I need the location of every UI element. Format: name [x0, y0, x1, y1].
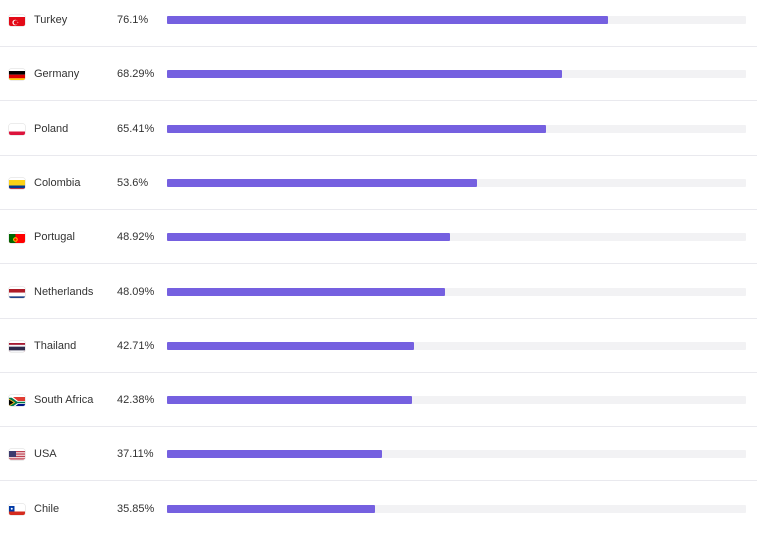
germany-flag-icon: [9, 69, 25, 80]
country-label: Turkey: [34, 14, 68, 26]
bar-netherlands: [167, 288, 446, 296]
bar-colombia: [167, 179, 478, 187]
bar-germany: [167, 70, 563, 78]
bar-turkey: [167, 16, 608, 24]
bar-track: [167, 396, 746, 404]
usa-flag-icon: [9, 449, 25, 460]
country-row-portugal: Portugal 48.92%: [0, 210, 757, 264]
bar-track: [167, 179, 746, 187]
country-row-south-africa: South Africa 42.38%: [0, 373, 757, 427]
country-row-colombia: Colombia 53.6%: [0, 156, 757, 210]
bar-south-africa: [167, 396, 413, 404]
country-label: Colombia: [34, 177, 81, 189]
bar-chile: [167, 505, 375, 513]
country-row-thailand: Thailand 42.71%: [0, 319, 757, 373]
country-row-germany: Germany 68.29%: [0, 47, 757, 101]
value-label: 42.71%: [117, 340, 155, 352]
country-row-turkey: Turkey 76.1%: [0, 0, 757, 47]
south-africa-flag-icon: [9, 395, 25, 406]
bar-track: [167, 16, 746, 24]
chile-flag-icon: [9, 504, 25, 515]
bar-portugal: [167, 233, 451, 241]
value-label: 65.41%: [117, 123, 155, 135]
bar-poland: [167, 125, 546, 133]
country-row-netherlands: Netherlands 48.09%: [0, 265, 757, 319]
bar-track: [167, 450, 746, 458]
value-label: 68.29%: [117, 68, 155, 80]
value-label: 42.38%: [117, 394, 155, 406]
country-row-usa: USA 37.11%: [0, 427, 757, 481]
value-label: 53.6%: [117, 177, 149, 189]
value-label: 37.11%: [117, 448, 154, 460]
bar-usa: [167, 450, 382, 458]
netherlands-flag-icon: [9, 287, 25, 298]
thailand-flag-icon: [9, 341, 25, 352]
bar-track: [167, 288, 746, 296]
country-row-poland: Poland 65.41%: [0, 102, 757, 156]
country-row-chile: Chile 35.85%: [0, 482, 757, 536]
bar-track: [167, 70, 746, 78]
value-label: 76.1%: [117, 14, 149, 26]
country-label: South Africa: [34, 394, 94, 406]
turkey-flag-icon: [9, 15, 25, 26]
country-label: Germany: [34, 68, 80, 80]
country-label: Portugal: [34, 231, 75, 243]
bar-track: [167, 505, 746, 513]
country-label: Thailand: [34, 340, 77, 352]
bar-track: [167, 342, 746, 350]
portugal-flag-icon: [9, 232, 25, 243]
value-label: 48.92%: [117, 231, 155, 243]
bar-track: [167, 233, 746, 241]
bar-thailand: [167, 342, 415, 350]
country-label: Chile: [34, 503, 60, 515]
bar-track: [167, 125, 746, 133]
colombia-flag-icon: [9, 178, 25, 189]
poland-flag-icon: [9, 124, 25, 135]
country-label: USA: [34, 448, 57, 460]
value-label: 48.09%: [117, 286, 155, 298]
country-label: Poland: [34, 123, 69, 135]
value-label: 35.85%: [117, 503, 155, 515]
country-label: Netherlands: [34, 286, 94, 298]
